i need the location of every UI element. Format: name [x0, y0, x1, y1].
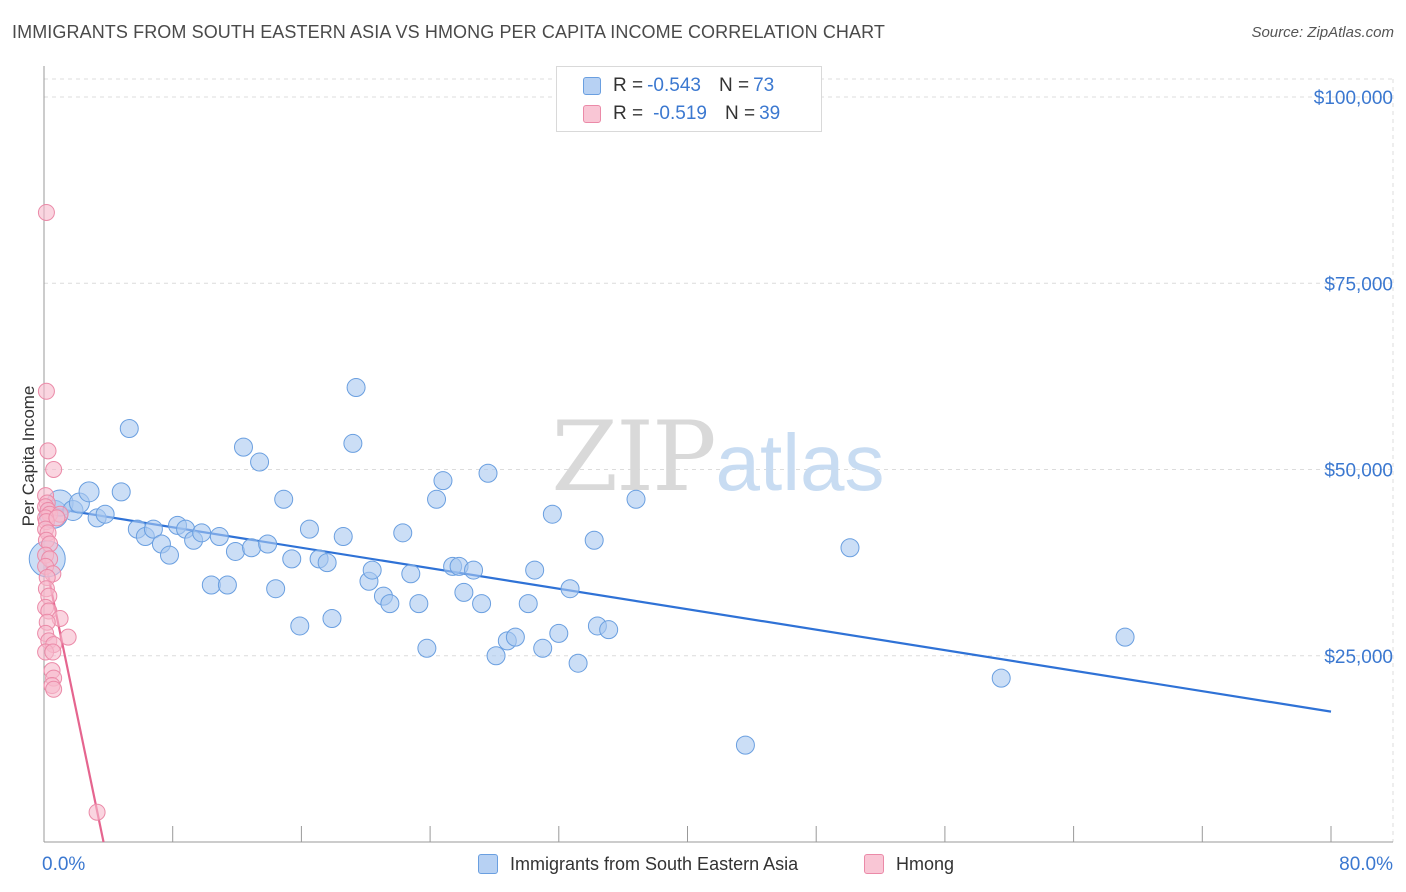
x-tick-label: 80.0%: [1339, 854, 1393, 875]
point-immigrants-sea: [299, 519, 319, 539]
point-hmong: [59, 628, 77, 646]
y-axis-label: Per Capita Income: [19, 385, 38, 527]
point-immigrants-sea: [626, 489, 646, 509]
scatter-points: [28, 203, 1135, 821]
point-immigrants-sea: [380, 594, 400, 614]
point-immigrants-sea: [401, 564, 421, 584]
point-immigrants-sea: [464, 560, 484, 580]
watermark: ZIP atlas: [551, 401, 884, 513]
point-immigrants-sea: [209, 527, 229, 547]
point-immigrants-sea: [433, 471, 453, 491]
bottom-legend-series1: Immigrants from South Eastern Asia: [478, 852, 798, 876]
point-immigrants-sea: [346, 378, 366, 398]
legend-n-value: 73: [753, 75, 775, 96]
point-immigrants-sea: [258, 534, 278, 554]
point-immigrants-sea: [242, 538, 262, 558]
y-tick-labels: $25,000 $50,000 $75,000 $100,000: [1314, 88, 1393, 668]
point-immigrants-sea: [78, 481, 100, 503]
point-immigrants-sea: [111, 482, 131, 502]
point-immigrants-sea: [322, 609, 342, 628]
point-hmong: [37, 382, 55, 400]
y-tick-label: $100,000: [1314, 88, 1393, 109]
point-immigrants-sea: [343, 433, 363, 453]
legend-r-label: R =: [613, 75, 644, 96]
legend-row-series1: R = -0.543 N = 73: [583, 74, 774, 98]
point-immigrants-sea: [549, 623, 569, 643]
point-immigrants-sea: [533, 638, 553, 658]
point-immigrants-sea: [233, 437, 253, 457]
bottom-legend-swatch-pink: [864, 854, 884, 874]
point-immigrants-sea: [266, 579, 286, 599]
point-immigrants-sea: [584, 530, 604, 550]
trend-line-immigrants-sea: [43, 505, 1332, 713]
point-immigrants-sea: [95, 504, 115, 524]
trend-line-hmong: [42, 554, 105, 843]
point-hmong: [88, 803, 106, 821]
point-immigrants-sea: [735, 735, 755, 755]
point-immigrants-sea: [518, 594, 538, 614]
point-immigrants-sea: [525, 560, 545, 580]
point-immigrants-sea: [217, 575, 237, 595]
point-immigrants-sea: [119, 419, 139, 439]
point-immigrants-sea: [250, 452, 270, 472]
bottom-legend-series2: Hmong: [864, 852, 954, 876]
x-tick-label: 0.0%: [42, 854, 85, 875]
point-immigrants-sea: [505, 627, 525, 647]
point-immigrants-sea: [333, 527, 353, 547]
point-hmong: [45, 461, 63, 478]
point-hmong: [39, 442, 57, 460]
point-immigrants-sea: [274, 489, 294, 509]
bottom-legend-swatch-blue: [478, 854, 498, 874]
point-hmong: [37, 203, 55, 221]
chart-title: IMMIGRANTS FROM SOUTH EASTERN ASIA VS HM…: [12, 22, 885, 42]
point-immigrants-sea: [225, 541, 245, 561]
point-immigrants-sea: [599, 620, 619, 640]
point-immigrants-sea: [317, 553, 337, 573]
bottom-legend-label: Immigrants from South Eastern Asia: [510, 853, 799, 874]
point-immigrants-sea: [290, 616, 310, 636]
legend-n-value: 39: [759, 103, 781, 124]
point-hmong: [45, 680, 63, 698]
legend-r-value: -0.543: [647, 75, 701, 96]
point-immigrants-sea: [159, 545, 179, 565]
point-immigrants-sea: [393, 523, 413, 543]
point-immigrants-sea: [201, 575, 221, 595]
point-immigrants-sea: [192, 523, 212, 543]
point-immigrants-sea: [472, 594, 492, 614]
point-immigrants-sea: [568, 653, 588, 673]
point-hmong: [48, 509, 66, 527]
legend-row-series2: R = -0.519 N = 39: [583, 102, 780, 126]
point-immigrants-sea: [1115, 627, 1135, 647]
point-immigrants-sea: [282, 549, 302, 569]
point-immigrants-sea: [427, 489, 447, 509]
y-tick-label: $50,000: [1324, 461, 1393, 482]
point-immigrants-sea: [478, 463, 498, 483]
legend-n-label: N =: [718, 75, 750, 96]
point-immigrants-sea: [542, 504, 562, 524]
point-immigrants-sea: [560, 579, 580, 599]
legend-r-label: R =: [613, 103, 644, 124]
point-immigrants-sea: [454, 582, 474, 602]
point-immigrants-sea: [362, 560, 382, 580]
y-tick-label: $25,000: [1324, 647, 1393, 668]
source-label: Source: ZipAtlas.com: [1251, 24, 1394, 41]
stats-legend: R = -0.543 N = 73 R = -0.519 N = 39: [556, 66, 822, 132]
legend-swatch-blue: [583, 77, 601, 95]
x-tick-labels: 0.0% 80.0%: [42, 854, 1393, 875]
trend-lines: [42, 505, 1332, 843]
legend-n-label: N =: [724, 103, 756, 124]
legend-r-value: -0.519: [653, 103, 707, 124]
point-hmong: [44, 643, 62, 661]
point-immigrants-sea: [417, 638, 437, 658]
point-immigrants-sea: [991, 668, 1011, 688]
point-immigrants-sea: [486, 646, 506, 666]
point-immigrants-sea: [143, 519, 163, 539]
point-immigrants-sea: [409, 594, 429, 614]
bottom-legend-label: Hmong: [896, 853, 955, 874]
watermark-atlas: atlas: [716, 418, 885, 507]
y-tick-label: $75,000: [1324, 274, 1393, 295]
legend-swatch-pink: [583, 105, 601, 123]
point-immigrants-sea: [840, 538, 860, 558]
